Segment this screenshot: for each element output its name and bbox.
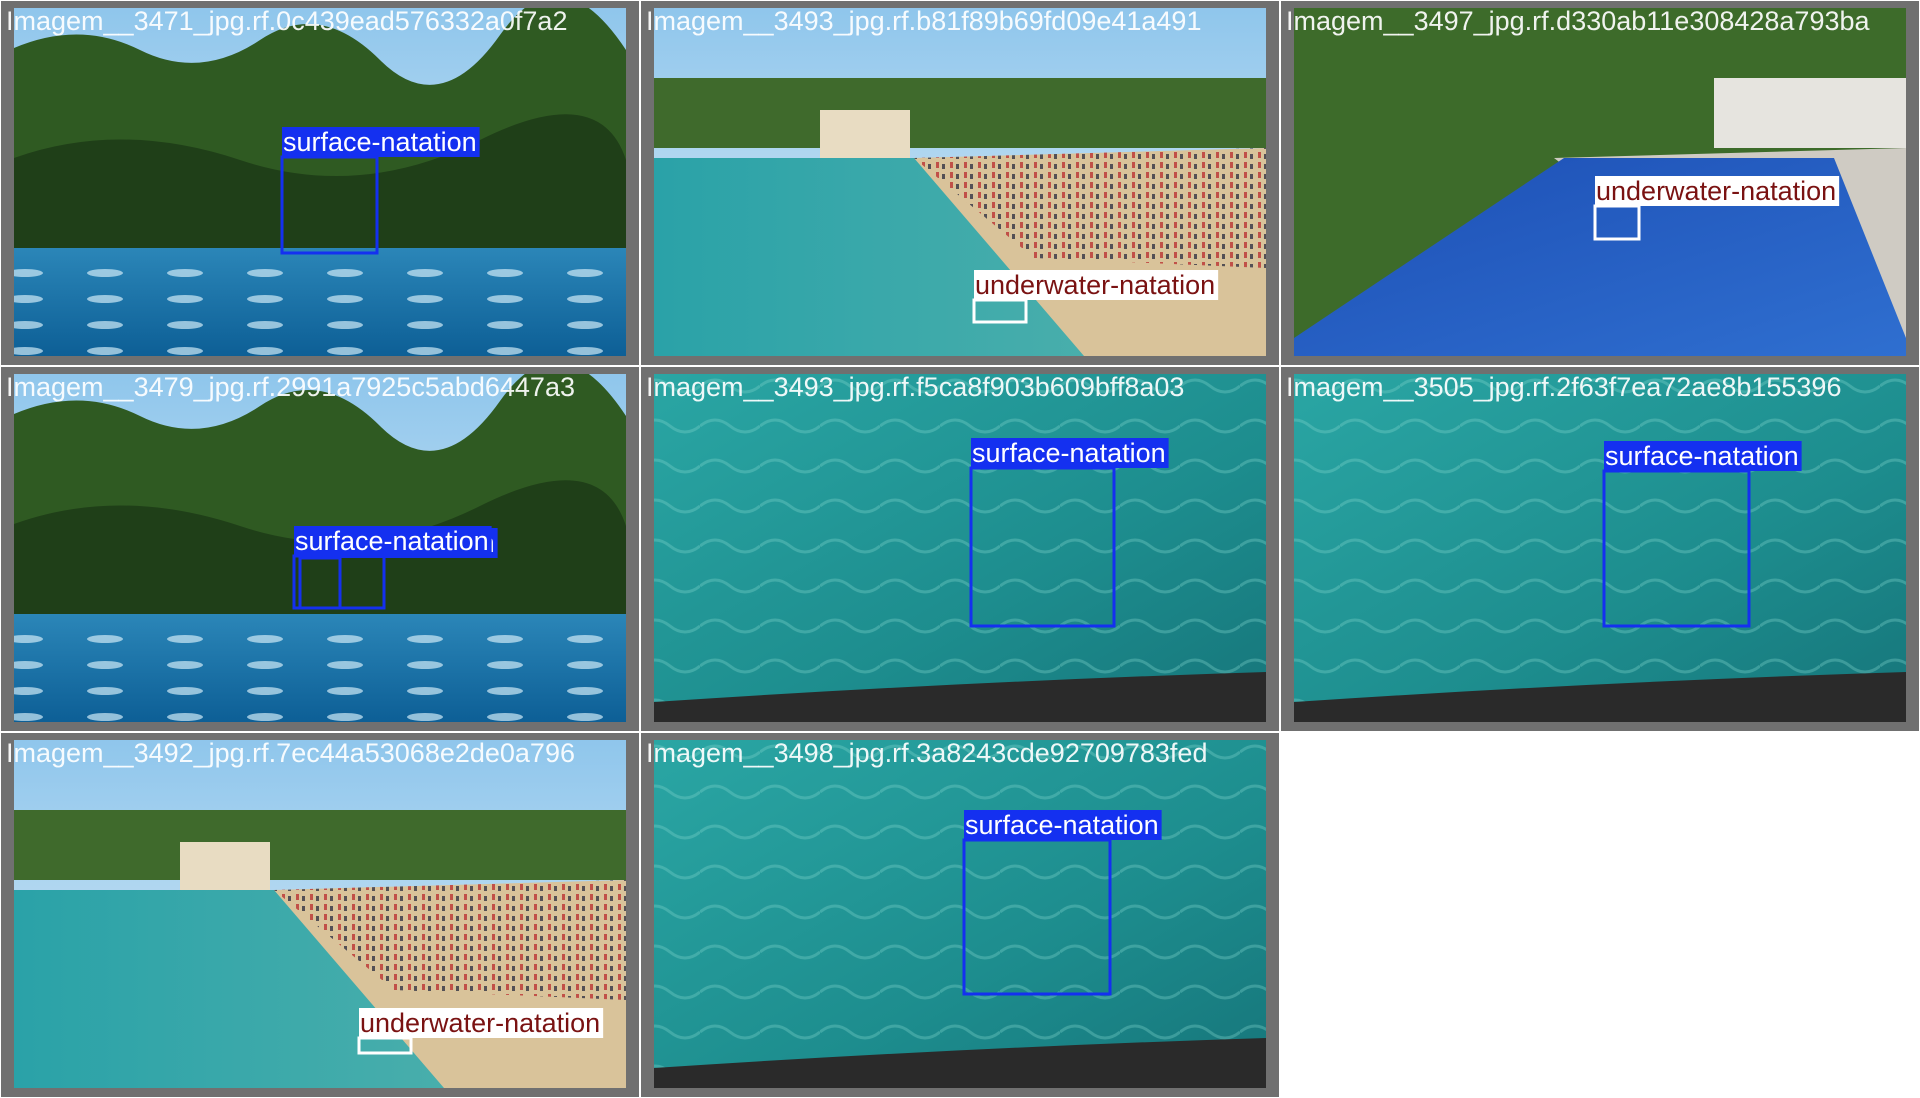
tile: surface-natation Imagem__3498_jpg.rf.3a82… xyxy=(641,733,1279,1097)
image xyxy=(654,740,1266,1088)
filename: Imagem__3498_jpg.rf.3a8243cde92709783fed xyxy=(646,738,1207,768)
tile: underwater-natation Imagem__3497_jpg.rf.d… xyxy=(1281,1,1919,365)
pool-edge xyxy=(654,672,1266,722)
box-label: underwater-natation xyxy=(1596,176,1836,206)
water-waves xyxy=(14,634,626,722)
image xyxy=(14,740,626,1088)
label-background xyxy=(359,1008,604,1038)
box-label: surface-natation xyxy=(283,127,477,157)
label-background xyxy=(1595,176,1840,206)
building xyxy=(820,110,910,160)
tile: underwater-natation Imagem__3492_jpg.rf.7… xyxy=(1,733,639,1097)
filename: Imagem__3497_jpg.rf.d330ab11e308428a793b… xyxy=(1286,6,1870,36)
building xyxy=(180,842,270,892)
image xyxy=(1294,374,1906,722)
filename: Imagem__3492_jpg.rf.7ec44a53068e2de0a796 xyxy=(6,738,575,768)
filename: Imagem__3493_jpg.rf.f5ca8f903b609bff8a03 xyxy=(646,372,1184,402)
ripples xyxy=(654,374,1266,722)
ripples xyxy=(1294,374,1906,722)
box-label: surface-natation xyxy=(295,526,489,556)
label-background xyxy=(971,438,1169,468)
pool-edge xyxy=(654,1038,1266,1088)
crowd xyxy=(274,880,626,1000)
label-background xyxy=(964,810,1162,840)
pool-water xyxy=(1294,158,1906,356)
box-label: surface-natation xyxy=(972,438,1166,468)
filename: Imagem__3471_jpg.rf.0c439ead576332a0f7a2 xyxy=(6,6,567,36)
filename: Imagem__3493_jpg.rf.b81f89b69fd09e41a491 xyxy=(646,6,1201,36)
label-background xyxy=(1604,441,1802,471)
crowd xyxy=(914,148,1266,268)
image xyxy=(654,374,1266,722)
tile: surface-natation Imagem__3471_jpg.rf.0c43… xyxy=(1,1,639,365)
tile: surface-natation Imagem__3493_jpg.rf.f5ca… xyxy=(641,367,1279,731)
image xyxy=(14,8,626,356)
ripples xyxy=(654,740,1266,1088)
filename: Imagem__3505_jpg.rf.2f63f7ea72ae8b155396 xyxy=(1286,372,1841,402)
water-waves xyxy=(14,268,626,356)
label-background xyxy=(974,270,1219,300)
trees xyxy=(14,810,626,880)
house xyxy=(1714,78,1906,148)
tile: surface-natationsurface-natationImagem__… xyxy=(1,367,639,731)
box-label: underwater-natation xyxy=(360,1008,600,1038)
box-label: surface-natation xyxy=(1605,441,1799,471)
trees xyxy=(654,78,1266,148)
box-label: surface-natation xyxy=(965,810,1159,840)
label-background xyxy=(294,526,492,556)
tile: underwater-natation Imagem__3493_jpg.rf.b… xyxy=(641,1,1279,365)
label-background xyxy=(282,127,480,157)
tile: surface-natation Imagem__3505_jpg.rf.2f63… xyxy=(1281,367,1919,731)
filename: Imagem__3479_jpg.rf.2991a7925c5abd6447a3 xyxy=(6,372,575,402)
pool-edge xyxy=(1294,672,1906,722)
box-label: underwater-natation xyxy=(975,270,1215,300)
image xyxy=(654,8,1266,356)
